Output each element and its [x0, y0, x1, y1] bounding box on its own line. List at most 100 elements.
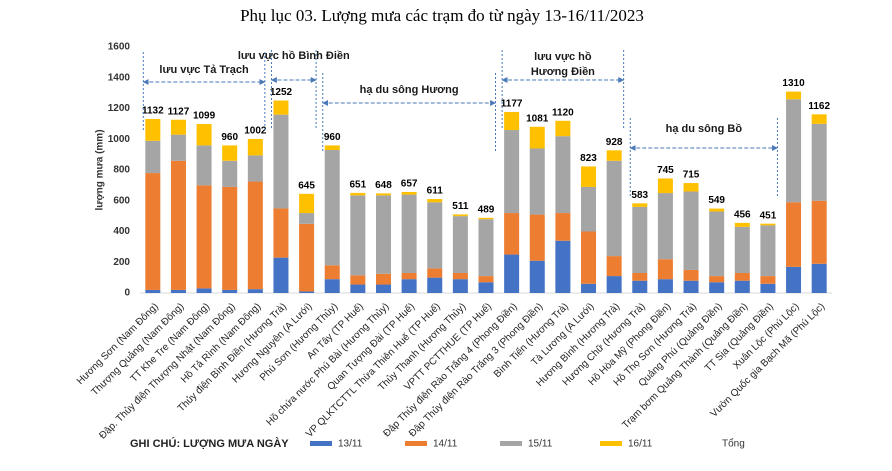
total-label: 1002	[244, 126, 267, 137]
total-label: 657	[401, 179, 418, 190]
bar-segment	[401, 194, 417, 274]
bar-segment	[350, 195, 366, 276]
bar-segment	[401, 191, 417, 195]
y-tick-label: 1200	[108, 103, 131, 114]
bar-segment	[529, 148, 545, 215]
bar-segment	[247, 138, 263, 156]
total-label: 823	[580, 153, 597, 164]
chart-title: Phụ lục 03. Lượng mưa các trạm đo từ ngà…	[240, 6, 644, 25]
bar-segment	[683, 269, 699, 281]
legend-swatch	[310, 441, 332, 446]
bar-segment	[683, 183, 699, 192]
bar-segment	[657, 193, 673, 260]
total-label: 1252	[270, 87, 293, 98]
bar-segment	[555, 240, 571, 293]
bar-segment	[811, 114, 827, 124]
bar-segment	[170, 160, 186, 290]
bar-segment	[145, 140, 161, 174]
bar-segment	[170, 134, 186, 161]
annotation-text: Hương Điền	[531, 66, 595, 78]
bar-segment	[581, 283, 597, 293]
bar-segment	[299, 193, 315, 214]
bar-segment	[683, 191, 699, 270]
bar-segment	[299, 223, 315, 292]
y-tick-label: 0	[124, 288, 130, 299]
bar-segment	[657, 259, 673, 280]
bar-segment	[709, 276, 725, 283]
bar-segment	[145, 289, 161, 293]
total-label: 1127	[168, 106, 190, 117]
bar-segment	[247, 155, 263, 182]
bar-segment	[427, 202, 443, 269]
bar-segment	[734, 280, 750, 293]
total-label: 1177	[501, 99, 523, 110]
bar-segment	[222, 186, 238, 290]
bar-segment	[760, 276, 776, 284]
bar-segment	[529, 126, 545, 149]
bar-segment	[606, 160, 622, 257]
bar-segment	[350, 192, 366, 196]
bar-segment	[145, 173, 161, 290]
bar-segment	[632, 280, 648, 293]
y-axis-label: lượng mưa (mm)	[95, 129, 106, 210]
legend-note: GHI CHÚ: LƯỢNG MƯA NGÀY	[130, 437, 289, 450]
total-label: 648	[375, 180, 392, 191]
y-tick-label: 600	[113, 195, 130, 206]
bar-segment	[786, 202, 802, 267]
total-label: 549	[708, 195, 725, 206]
y-tick-label: 1600	[108, 42, 131, 53]
bar-segment	[760, 223, 776, 226]
bar-segment	[375, 195, 391, 274]
bar-segment	[427, 277, 443, 293]
bar-segment	[427, 199, 443, 203]
y-tick-label: 800	[113, 165, 130, 176]
bar-segment	[581, 231, 597, 284]
bar-segment	[324, 265, 340, 280]
bar-segment	[273, 100, 289, 115]
total-label: 745	[657, 165, 674, 176]
bar-segment	[145, 118, 161, 141]
bar-segment	[632, 203, 648, 207]
bar-segment	[478, 219, 494, 277]
bar-segment	[401, 279, 417, 293]
bar-segment	[811, 123, 827, 201]
bar-segment	[196, 124, 212, 146]
bar-segment	[273, 257, 289, 293]
annotation-text: lưu vực Tả Trạch	[159, 64, 249, 76]
bar-segment	[504, 213, 520, 255]
legend-label: 13/11	[338, 439, 363, 450]
bar-segment	[504, 254, 520, 293]
bar-segment	[734, 222, 750, 227]
bar-segment	[760, 225, 776, 277]
annotation-text: lưu vực hồ Bình Điền	[238, 50, 350, 62]
bar-segment	[350, 284, 366, 293]
total-label: 1132	[142, 106, 164, 117]
bar-segment	[299, 291, 315, 293]
bar-segment	[504, 112, 520, 131]
total-label: 1081	[526, 113, 549, 124]
bar-segment	[324, 279, 340, 293]
annotation-text: hạ du sông Bồ	[666, 123, 743, 135]
bar-segment	[786, 91, 802, 100]
bar-segment	[632, 206, 648, 274]
bar-segment	[273, 114, 289, 209]
bar-segment	[375, 284, 391, 293]
legend-total: Tổng	[722, 438, 745, 450]
bar-segment	[324, 150, 340, 266]
bar-segment	[478, 217, 494, 220]
bar-segment	[529, 260, 545, 293]
total-label: 511	[452, 201, 469, 212]
bar-segment	[427, 268, 443, 278]
total-label: 1099	[193, 111, 216, 122]
bar-segment	[606, 150, 622, 161]
legend-swatch	[500, 441, 522, 446]
y-tick-label: 200	[113, 257, 130, 268]
bar-segment	[786, 266, 802, 293]
total-label: 715	[683, 170, 700, 181]
bar-segment	[452, 273, 468, 280]
legend-label: 16/11	[628, 439, 653, 450]
bar-segment	[529, 214, 545, 261]
bar-segment	[478, 282, 494, 293]
bar-segment	[683, 280, 699, 293]
